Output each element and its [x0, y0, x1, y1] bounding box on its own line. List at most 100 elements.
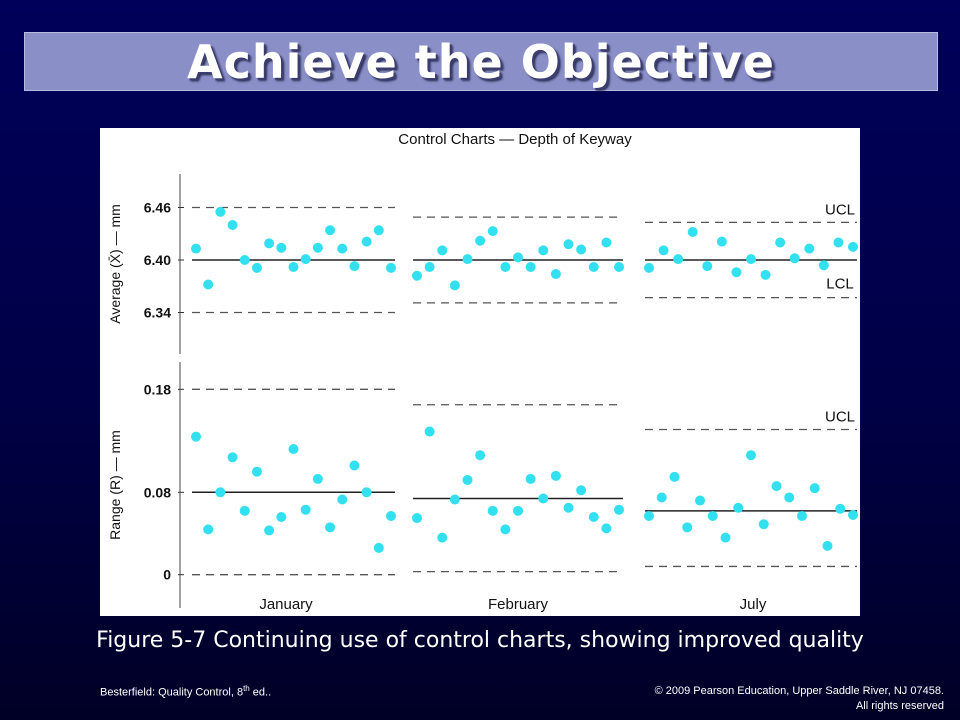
title-bar: Achieve the Objective [24, 32, 938, 91]
data-point-january [227, 452, 238, 463]
y-tick-label: 0 [163, 567, 171, 583]
data-point-july [848, 509, 858, 520]
data-point-january [300, 254, 311, 265]
data-point-february [538, 245, 549, 256]
footer-citation-prefix: Besterfield: Quality Control, 8 [100, 686, 244, 699]
control-chart-figure: Control Charts — Depth of Keyway 6.46 6.40… [100, 128, 860, 616]
data-point-july [644, 262, 654, 273]
data-point-july [833, 237, 844, 248]
data-point-february [563, 502, 574, 513]
data-point-july [809, 483, 820, 494]
data-point-july [695, 495, 705, 506]
ucl-label: UCL [825, 408, 855, 425]
data-point-february [437, 245, 448, 256]
data-point-january [276, 242, 287, 253]
data-point-july [673, 254, 684, 265]
data-point-january [239, 505, 250, 516]
y-tick-label: 0.18 [144, 381, 171, 397]
data-point-january [300, 504, 311, 515]
data-point-july [644, 510, 654, 521]
figure-caption: Figure 5-7 Continuing use of control cha… [96, 628, 864, 653]
data-point-july [771, 481, 782, 492]
data-point-july [804, 243, 815, 254]
data-point-july [797, 510, 807, 521]
ucl-label: UCL [825, 201, 855, 218]
data-point-february [513, 505, 523, 516]
data-point-july [822, 540, 833, 551]
data-point-february [475, 450, 486, 461]
data-point-july [835, 503, 846, 514]
data-point-february [538, 493, 549, 504]
data-point-february [437, 532, 448, 543]
data-point-july [746, 254, 756, 265]
data-point-july [775, 237, 786, 248]
data-point-february [500, 524, 511, 535]
data-point-february [614, 504, 624, 515]
data-point-january [361, 236, 372, 247]
data-point-july [784, 492, 795, 503]
data-point-january [264, 238, 275, 249]
data-point-january [215, 487, 226, 498]
data-point-january [361, 487, 372, 498]
y-tick-label: 0.08 [144, 484, 171, 500]
data-point-january [227, 220, 238, 230]
footer-citation-sup: th [243, 684, 250, 693]
data-point-february [424, 426, 435, 437]
data-point-january [337, 243, 348, 254]
data-point-january [325, 225, 336, 236]
data-point-july [682, 522, 693, 533]
y-tick-label: 6.34 [144, 305, 171, 321]
data-point-february [588, 512, 599, 523]
data-point-july [746, 450, 756, 461]
data-point-january [251, 262, 262, 273]
data-point-february [563, 239, 574, 250]
chart-title: Control Charts — Depth of Keyway [398, 131, 632, 148]
data-point-february [576, 244, 587, 255]
data-point-january [276, 512, 287, 523]
data-point-february [500, 262, 511, 272]
data-point-july [707, 510, 718, 521]
data-point-january [264, 525, 275, 536]
period-label-january: January [259, 596, 313, 613]
data-point-january [203, 524, 214, 535]
data-point-february [601, 237, 612, 248]
data-point-january [203, 279, 214, 290]
control-chart-svg: Control Charts — Depth of Keyway 6.46 6.40… [107, 131, 858, 613]
y-axis-label: Average (X̄) — mm [107, 204, 123, 324]
period-label-february: February [488, 596, 549, 613]
y-axis-label: Range (R) — mm [107, 430, 123, 540]
data-point-february [513, 252, 523, 263]
data-point-july [818, 260, 829, 271]
data-point-february [525, 262, 536, 272]
data-point-february [424, 262, 435, 272]
data-point-january [386, 262, 396, 273]
data-point-february [412, 270, 422, 281]
data-point-july [733, 502, 744, 513]
data-point-january [288, 444, 299, 455]
data-point-july [720, 532, 731, 543]
data-point-january [337, 494, 348, 505]
lcl-label: LCL [826, 276, 854, 293]
period-label-july: July [740, 596, 767, 613]
data-point-january [239, 255, 250, 265]
data-point-july [687, 227, 698, 237]
data-point-february [462, 254, 473, 265]
data-point-february [487, 226, 498, 237]
footer-copyright-line1: © 2009 Pearson Education, Upper Saddle R… [654, 685, 944, 697]
y-tick-label: 6.40 [144, 252, 171, 268]
data-point-february [576, 485, 587, 496]
data-point-july [669, 471, 680, 482]
footer-copyright-line2: All rights reserved [855, 700, 944, 712]
data-point-january [191, 243, 201, 254]
data-point-february [550, 269, 561, 279]
data-point-july [760, 269, 771, 280]
data-point-january [373, 542, 384, 553]
data-point-january [349, 261, 360, 272]
data-point-january [373, 225, 384, 236]
data-point-january [215, 206, 226, 217]
data-point-february [614, 262, 624, 272]
data-point-july [848, 241, 858, 252]
data-point-january [312, 242, 323, 253]
data-point-january [312, 473, 323, 484]
data-point-july [658, 245, 669, 256]
